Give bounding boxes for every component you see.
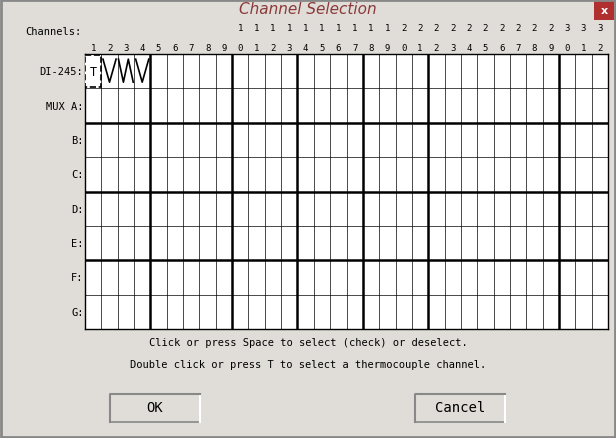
Text: 1: 1 [91, 44, 96, 53]
Text: 3: 3 [597, 24, 602, 33]
Text: 0: 0 [401, 44, 407, 53]
Text: 2: 2 [270, 44, 275, 53]
Text: 2: 2 [401, 24, 407, 33]
Text: 0: 0 [238, 44, 243, 53]
Text: 4: 4 [303, 44, 309, 53]
Text: 6: 6 [499, 44, 505, 53]
Text: T: T [89, 66, 97, 78]
Text: G:: G: [71, 307, 84, 317]
Text: 9: 9 [221, 44, 227, 53]
Text: 1: 1 [286, 24, 292, 33]
Text: 6: 6 [172, 44, 177, 53]
Text: MUX A:: MUX A: [46, 101, 84, 111]
Text: 0: 0 [564, 44, 570, 53]
Text: 2: 2 [107, 44, 112, 53]
Text: 2: 2 [450, 24, 455, 33]
Text: 8: 8 [368, 44, 374, 53]
Text: 4: 4 [466, 44, 472, 53]
Text: 3: 3 [564, 24, 570, 33]
Text: 2: 2 [548, 24, 554, 33]
Text: Channel Selection: Channel Selection [239, 3, 377, 18]
Text: 3: 3 [123, 44, 129, 53]
Text: 2: 2 [516, 24, 521, 33]
Bar [594, 1, 614, 21]
Text: 5: 5 [483, 44, 488, 53]
Text: 9: 9 [548, 44, 554, 53]
Text: 7: 7 [188, 44, 194, 53]
Text: 5: 5 [319, 44, 325, 53]
Text: 6: 6 [336, 44, 341, 53]
Text: F:: F: [71, 273, 84, 283]
Text: 1: 1 [270, 24, 275, 33]
Text: 5: 5 [156, 44, 161, 53]
Text: 1: 1 [254, 24, 259, 33]
Text: C:: C: [71, 170, 84, 180]
Text: OK: OK [147, 401, 163, 414]
Text: 4: 4 [139, 44, 145, 53]
Text: DI-245:: DI-245: [40, 67, 84, 77]
Bar [110, 394, 200, 421]
Text: 8: 8 [532, 44, 537, 53]
Text: 1: 1 [352, 24, 357, 33]
Text: 3: 3 [581, 24, 586, 33]
Text: 2: 2 [499, 24, 505, 33]
Text: 2: 2 [466, 24, 472, 33]
Bar [86, 56, 101, 88]
Text: 1: 1 [418, 44, 423, 53]
Text: 2: 2 [597, 44, 602, 53]
Text: 2: 2 [418, 24, 423, 33]
Text: Click or press Space to select (check) or deselect.: Click or press Space to select (check) o… [148, 338, 468, 348]
Text: 1: 1 [238, 24, 243, 33]
Text: E:: E: [71, 239, 84, 248]
Text: 2: 2 [483, 24, 488, 33]
Text: B:: B: [71, 136, 84, 145]
Text: Double click or press T to select a thermocouple channel.: Double click or press T to select a ther… [130, 359, 486, 369]
Text: 1: 1 [336, 24, 341, 33]
Text: x: x [601, 6, 607, 16]
Text: Channels:: Channels: [25, 27, 81, 37]
Text: 3: 3 [450, 44, 455, 53]
Text: 1: 1 [368, 24, 374, 33]
Text: 1: 1 [581, 44, 586, 53]
Text: 3: 3 [286, 44, 292, 53]
Text: D:: D: [71, 204, 84, 214]
Text: 2: 2 [532, 24, 537, 33]
Text: 1: 1 [384, 24, 390, 33]
Text: 1: 1 [319, 24, 325, 33]
Text: 7: 7 [516, 44, 521, 53]
Text: 1: 1 [303, 24, 309, 33]
Bar [415, 394, 505, 421]
Text: Cancel: Cancel [435, 401, 485, 414]
Text: 2: 2 [434, 44, 439, 53]
Text: 7: 7 [352, 44, 357, 53]
Text: 1: 1 [254, 44, 259, 53]
Text: 8: 8 [205, 44, 210, 53]
Text: 2: 2 [434, 24, 439, 33]
Text: 9: 9 [384, 44, 390, 53]
